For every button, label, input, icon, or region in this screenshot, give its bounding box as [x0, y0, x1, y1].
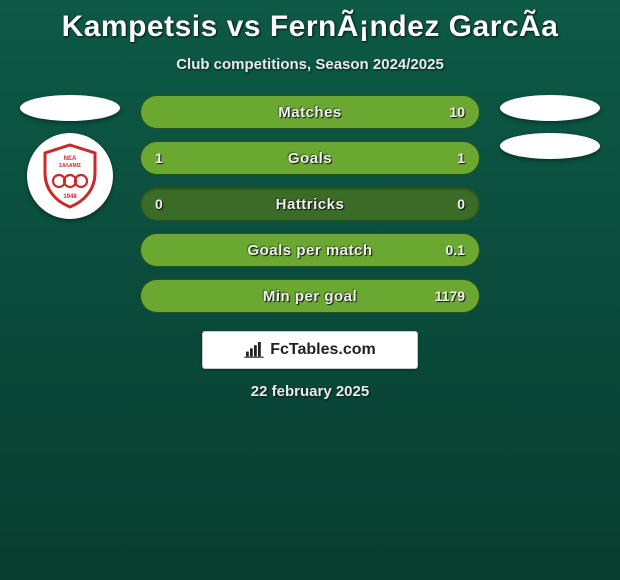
player-flag-left: [20, 95, 120, 121]
main-row: NEA ΣΑΛΑΜΙΣ 1948 Matches 10: [0, 95, 620, 313]
stat-label: Hattricks: [141, 188, 479, 220]
stat-bar-goals: 1 Goals 1: [140, 141, 480, 175]
club-flag-right: [500, 133, 600, 159]
stat-bar-matches: Matches 10: [140, 95, 480, 129]
brand-text: FcTables.com: [270, 341, 376, 359]
right-player-col: [500, 95, 600, 159]
stat-label: Matches: [141, 96, 479, 128]
stat-right-value: 1179: [421, 280, 479, 312]
stat-bar-min-per-goal: Min per goal 1179: [140, 279, 480, 313]
page-subtitle: Club competitions, Season 2024/2025: [0, 56, 620, 73]
stat-bar-hattricks: 0 Hattricks 0: [140, 187, 480, 221]
stat-right-value: 0: [443, 188, 479, 220]
svg-text:ΣΑΛΑΜΙΣ: ΣΑΛΑΜΙΣ: [59, 163, 81, 169]
brand-box[interactable]: FcTables.com: [202, 331, 418, 369]
comparison-card: Kampetsis vs FernÃ¡ndez GarcÃ­a Club com…: [0, 0, 620, 400]
player-flag-right: [500, 95, 600, 121]
stat-bar-goals-per-match: Goals per match 0.1: [140, 233, 480, 267]
left-player-col: NEA ΣΑΛΑΜΙΣ 1948: [20, 95, 120, 219]
stat-right-value: 1: [443, 142, 479, 174]
club-crest-icon: NEA ΣΑΛΑΜΙΣ 1948: [35, 141, 105, 211]
page-title: Kampetsis vs FernÃ¡ndez GarcÃ­a: [0, 10, 620, 44]
footer-date: 22 february 2025: [0, 383, 620, 400]
bar-chart-icon: [244, 342, 264, 358]
stat-label: Goals: [141, 142, 479, 174]
stat-right-value: 10: [435, 96, 479, 128]
stat-label: Goals per match: [141, 234, 479, 266]
stats-bars: Matches 10 1 Goals 1 0 Hattricks 0: [140, 95, 480, 313]
svg-text:NEA: NEA: [64, 156, 77, 162]
stat-right-value: 0.1: [432, 234, 479, 266]
club-badge-left: NEA ΣΑΛΑΜΙΣ 1948: [27, 133, 113, 219]
svg-text:1948: 1948: [63, 194, 77, 200]
